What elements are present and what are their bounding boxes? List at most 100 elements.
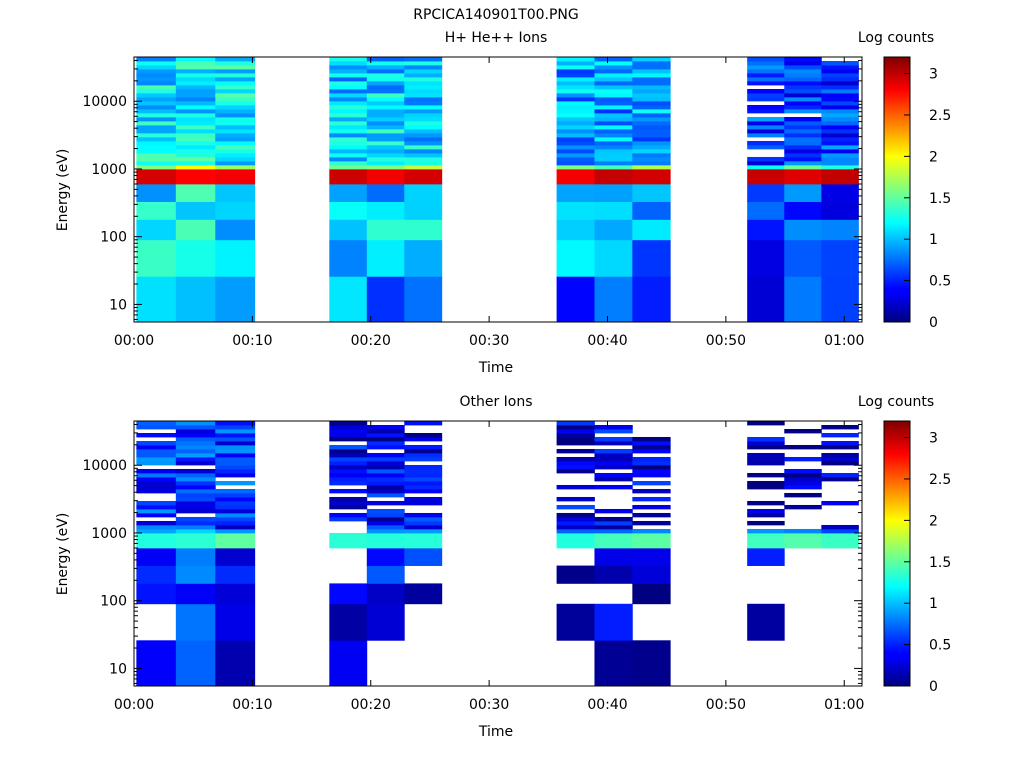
colorbar-tick-label: 2: [929, 149, 938, 165]
heatmap-cell: [594, 160, 633, 166]
heatmap-cell: [175, 136, 216, 142]
heatmap-cell: [747, 547, 785, 566]
heatmap-cell: [329, 464, 368, 470]
heatmap-cell: [329, 496, 368, 502]
heatmap-cell: [594, 96, 633, 102]
heatmap-cell: [594, 76, 633, 82]
heatmap-cell: [556, 104, 595, 110]
heatmap-cell: [136, 488, 177, 494]
heatmap-cell: [632, 496, 671, 502]
heatmap-cell: [594, 528, 633, 534]
heatmap-cell: [175, 156, 216, 162]
heatmap-cell: [632, 100, 671, 106]
heatmap-cell: [594, 136, 633, 142]
heatmap-cell: [329, 448, 368, 454]
heatmap-cell: [556, 168, 595, 185]
heatmap-cell: [404, 128, 443, 134]
heatmap-cell: [136, 156, 177, 162]
heatmap-cell: [175, 547, 216, 566]
heatmap-cell: [594, 132, 633, 138]
heatmap-cell: [784, 65, 822, 70]
panel-other-ions: Other Ions 00:00 00:10 00:20 00:30 00:40 00:5…: [55, 394, 951, 740]
x-axis-label: Time: [478, 724, 513, 740]
heatmap-cell: [556, 516, 595, 522]
heatmap-cell: [366, 440, 405, 446]
heatmap-cell: [594, 168, 633, 185]
heatmap-cell: [632, 219, 671, 241]
heatmap-cell: [556, 148, 595, 154]
heatmap-cell: [594, 524, 633, 530]
heatmap-cell: [175, 140, 216, 146]
heatmap-cell: [215, 425, 256, 430]
heatmap-cell: [556, 504, 595, 510]
heatmap-cell: [175, 583, 216, 605]
heatmap-cell: [366, 104, 405, 110]
heatmap-cell: [594, 640, 633, 687]
heatmap-cell: [821, 96, 859, 102]
heatmap-cell: [821, 444, 859, 450]
heatmap-cell: [136, 565, 177, 584]
heatmap-cell: [136, 500, 177, 506]
heatmap-cell: [404, 532, 443, 549]
heatmap-cell: [175, 100, 216, 106]
x-tick-label: 00:10: [232, 333, 272, 349]
heatmap-cell: [784, 57, 822, 62]
heatmap-cell: [632, 116, 671, 122]
heatmap-cell: [366, 460, 405, 466]
heatmap-cell: [594, 156, 633, 162]
heatmap-cell: [747, 444, 785, 450]
heatmap-cell: [594, 452, 633, 458]
heatmap-cell: [215, 92, 256, 98]
heatmap-cell: [556, 460, 595, 466]
heatmap-cell: [404, 421, 443, 426]
heatmap-cell: [594, 547, 633, 566]
heatmap-cell: [556, 116, 595, 122]
heatmap-cell: [747, 96, 785, 102]
heatmap-cell: [556, 120, 595, 126]
heatmap-cell: [556, 496, 595, 502]
heatmap-cell: [784, 140, 822, 146]
colorbar-label: Log counts: [858, 394, 934, 410]
heatmap-cell: [136, 116, 177, 122]
heatmap-cell: [175, 603, 216, 641]
heatmap-cell: [329, 532, 368, 549]
heatmap-cell: [594, 92, 633, 98]
heatmap-cell: [136, 520, 177, 526]
heatmap-cell: [366, 65, 405, 70]
heatmap-cell: [404, 496, 443, 502]
heatmap-cell: [175, 565, 216, 584]
heatmap-cell: [632, 436, 671, 442]
heatmap-cell: [556, 512, 595, 518]
heatmap-cell: [366, 425, 405, 430]
heatmap-cell: [821, 92, 859, 98]
heatmap-cell: [821, 452, 859, 458]
heatmap-cell: [175, 492, 216, 498]
colorbar-tick-label: 3: [929, 67, 938, 83]
heatmap-cell: [366, 239, 405, 277]
heatmap-cell: [784, 128, 822, 134]
heatmap-cell: [556, 144, 595, 150]
heatmap-cell: [821, 472, 859, 478]
heatmap-cell: [632, 239, 671, 277]
heatmap-cell: [136, 512, 177, 518]
heatmap-cell: [366, 528, 405, 534]
heatmap-cell: [594, 108, 633, 114]
x-tick-label: 00:20: [351, 333, 391, 349]
heatmap-cell: [329, 69, 368, 74]
heatmap-cell: [594, 520, 633, 526]
heatmap-cell: [632, 532, 671, 549]
y-axis: 10 100 1000 10000: [82, 423, 862, 684]
colorbar: Log counts 0 0.5 1 1.5 2 2.5 3: [858, 394, 951, 695]
heatmap-cell: [556, 201, 595, 220]
heatmap-cell: [632, 88, 671, 94]
heatmap-cell: [136, 76, 177, 82]
heatmap-cell: [632, 156, 671, 162]
heatmap-cell: [215, 472, 256, 478]
heatmap-cell: [329, 92, 368, 98]
heatmap-cell: [632, 488, 671, 494]
heatmap-cell: [136, 72, 177, 78]
heatmap-cell: [556, 57, 595, 62]
heatmap-cell: [136, 104, 177, 110]
heatmap-cell: [632, 140, 671, 146]
heatmap-cell: [215, 104, 256, 110]
